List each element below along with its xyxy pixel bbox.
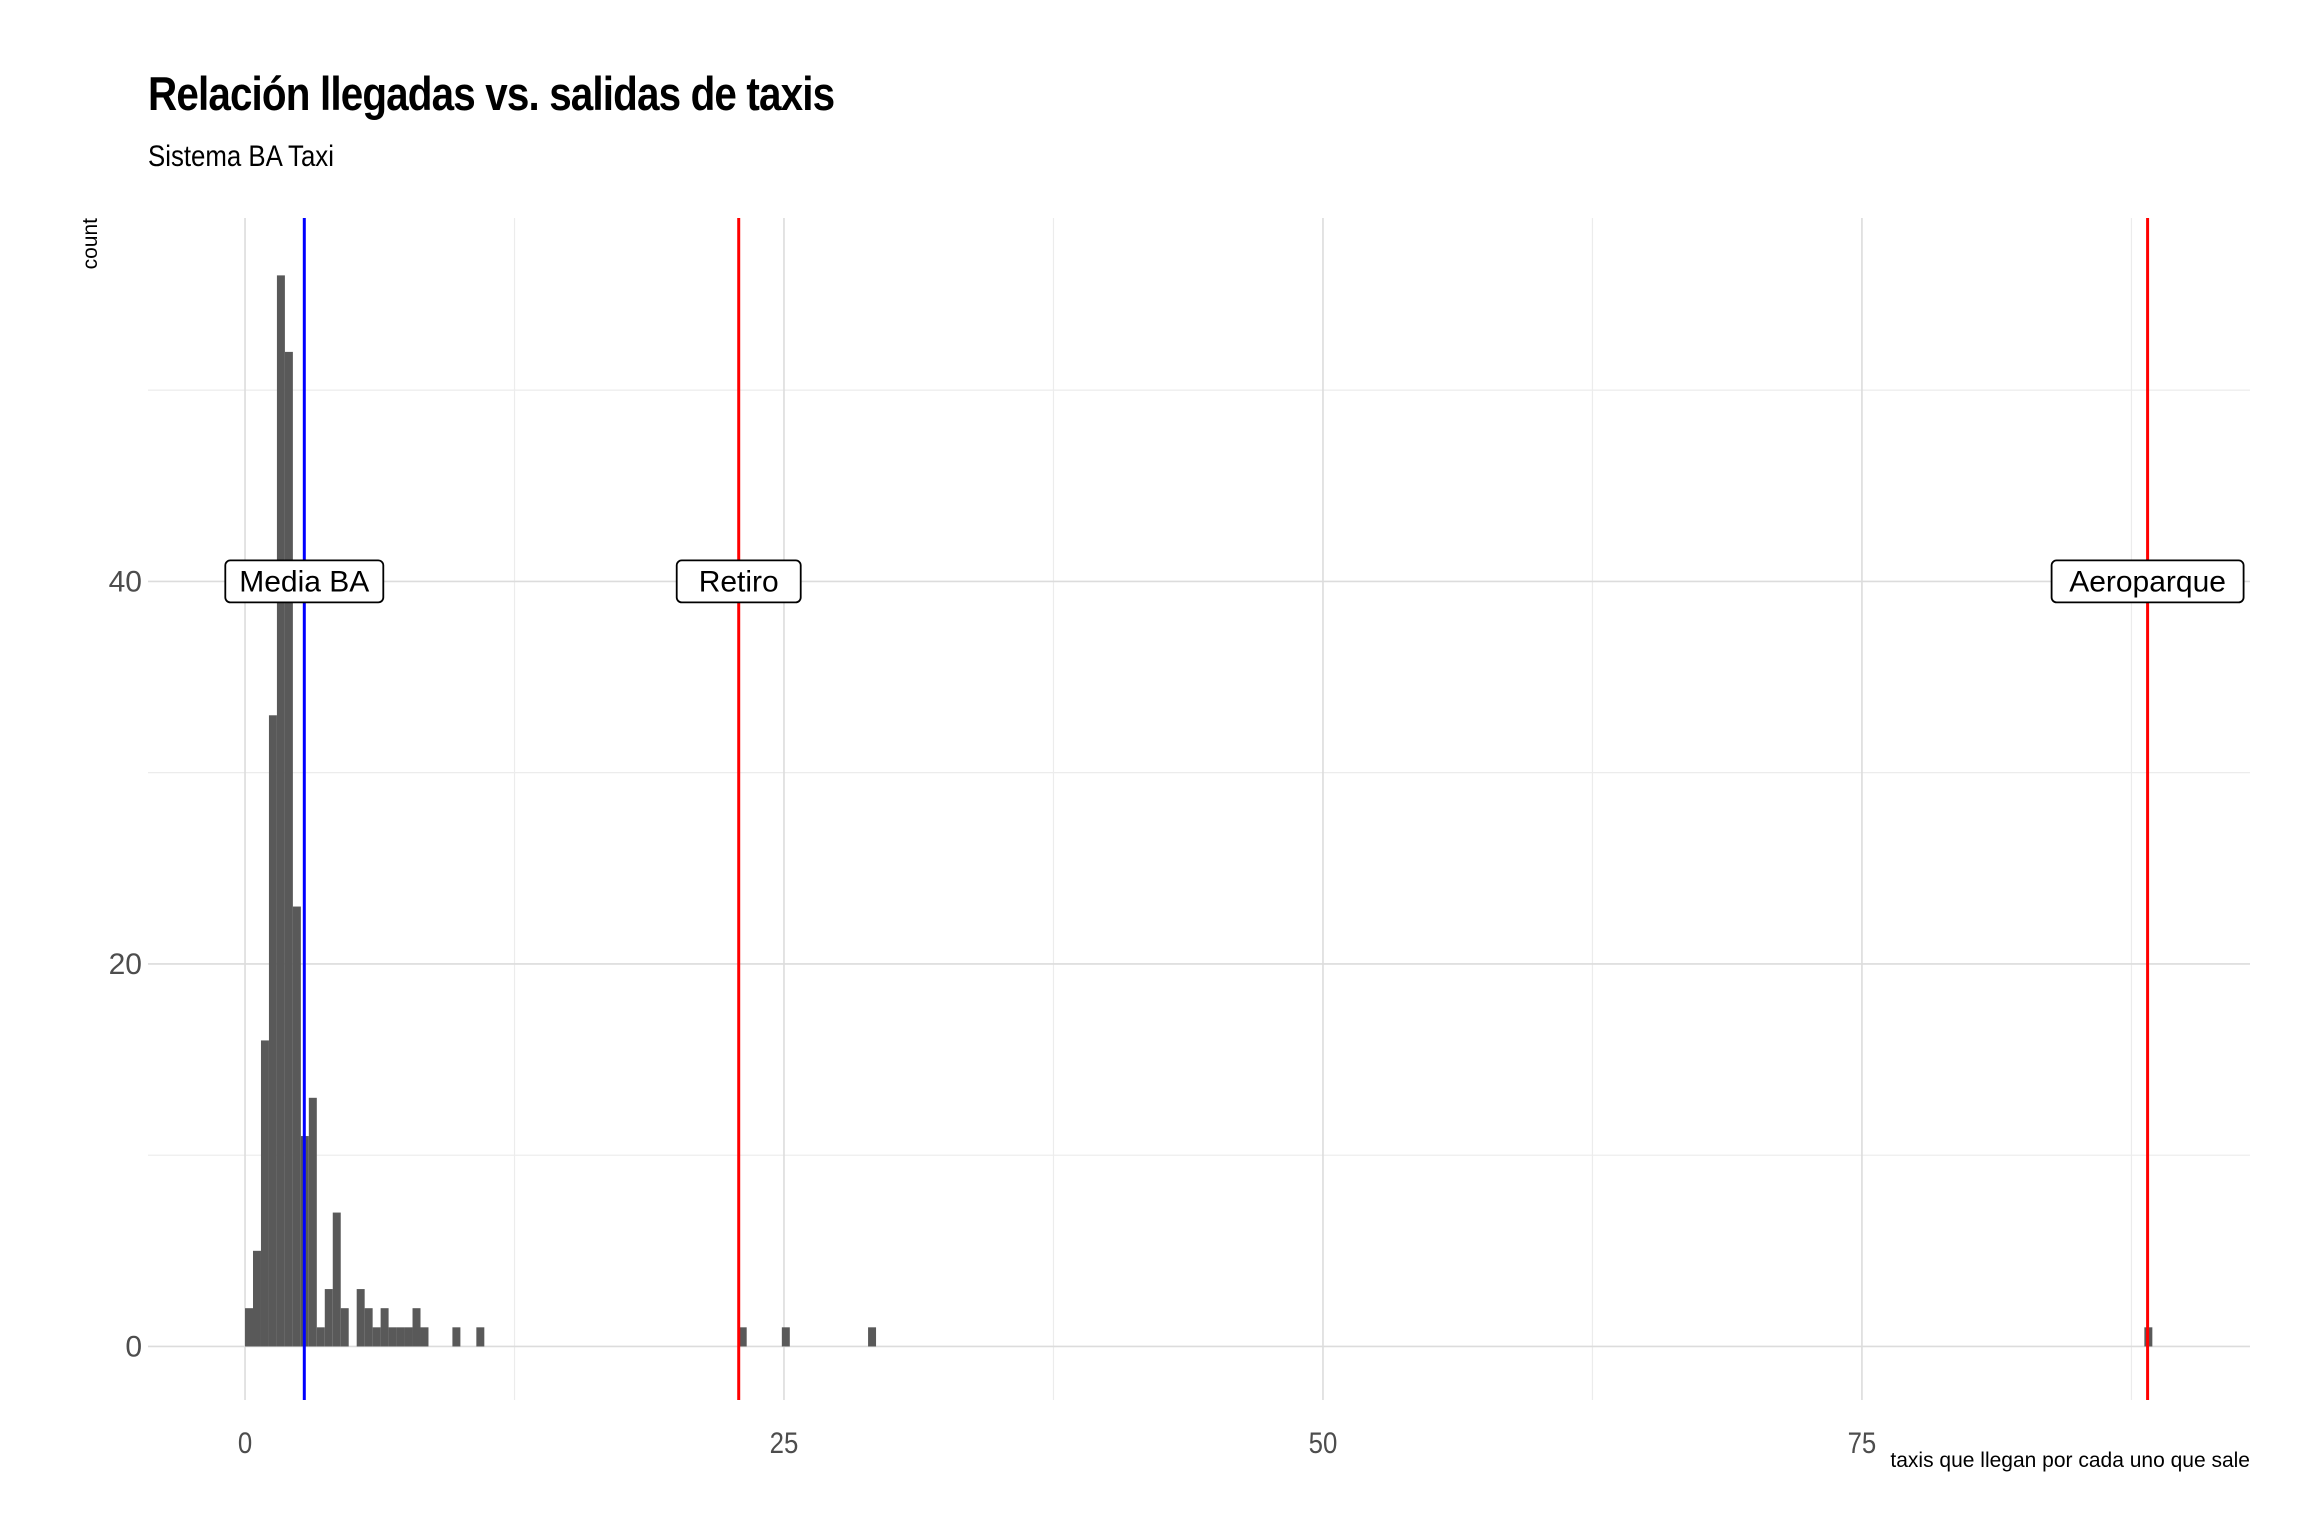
- histogram-bar: [284, 351, 293, 1347]
- y-tick-label: 20: [109, 948, 142, 981]
- x-tick-label: 25: [770, 1426, 799, 1459]
- chart-subtitle: Sistema BA Taxi: [148, 140, 334, 173]
- x-axis-ticks: 0 25 50 75: [238, 1426, 1876, 1459]
- minor-gridlines: [148, 218, 2250, 1400]
- histogram-bars: [245, 275, 2153, 1347]
- histogram-bar: [308, 1097, 317, 1347]
- reference-label: Media BA: [239, 565, 369, 598]
- histogram-bar: [292, 906, 301, 1347]
- histogram-bar: [781, 1327, 790, 1347]
- reference-label-box: [224, 559, 385, 604]
- reference-lines: [302, 218, 2150, 1400]
- histogram-bar: [396, 1327, 405, 1347]
- histogram-bar: [364, 1308, 373, 1347]
- histogram-bar: [340, 1308, 349, 1347]
- reference-label-box: [675, 559, 802, 604]
- histogram-bar: [452, 1327, 461, 1347]
- histogram-bar: [388, 1327, 397, 1347]
- histogram-bar: [245, 1308, 253, 1347]
- histogram-bar: [356, 1289, 365, 1347]
- histogram-bar: [268, 715, 277, 1347]
- histogram-bar: [252, 1250, 261, 1347]
- histogram-bar: [404, 1327, 413, 1347]
- histogram-bar: [412, 1308, 421, 1347]
- histogram-bar: [380, 1308, 389, 1347]
- y-axis-ticks: 0 20 40: [109, 565, 142, 1363]
- histogram-bar: [324, 1289, 333, 1347]
- y-tick-label: 40: [109, 565, 142, 598]
- x-tick-label: 0: [238, 1426, 252, 1459]
- histogram-bar: [260, 1040, 269, 1347]
- x-tick-label: 75: [1848, 1426, 1877, 1459]
- x-tick-label: 50: [1309, 1426, 1338, 1459]
- histogram-bar: [332, 1212, 341, 1347]
- y-tick-label: 0: [125, 1330, 142, 1363]
- histogram-bar: [476, 1327, 485, 1347]
- x-axis-title: taxis que llegan por cada uno que sale: [1890, 1449, 2250, 1472]
- reference-label-box: [2050, 559, 2245, 604]
- histogram-bar: [276, 275, 285, 1347]
- y-axis-title: count: [79, 218, 102, 270]
- histogram-bar: [420, 1327, 429, 1347]
- reference-label: Aeroparque: [2069, 565, 2226, 598]
- major-gridlines: [148, 218, 2250, 1400]
- chart-title: Relación llegadas vs. salidas de taxis: [148, 67, 835, 120]
- reference-label: Retiro: [699, 565, 779, 598]
- histogram-bar: [738, 1327, 747, 1347]
- reference-labels: Media BA Retiro Aeroparque: [224, 559, 2245, 604]
- histogram-bar: [372, 1327, 381, 1347]
- histogram-bar: [868, 1327, 877, 1347]
- histogram-bar: [316, 1327, 325, 1347]
